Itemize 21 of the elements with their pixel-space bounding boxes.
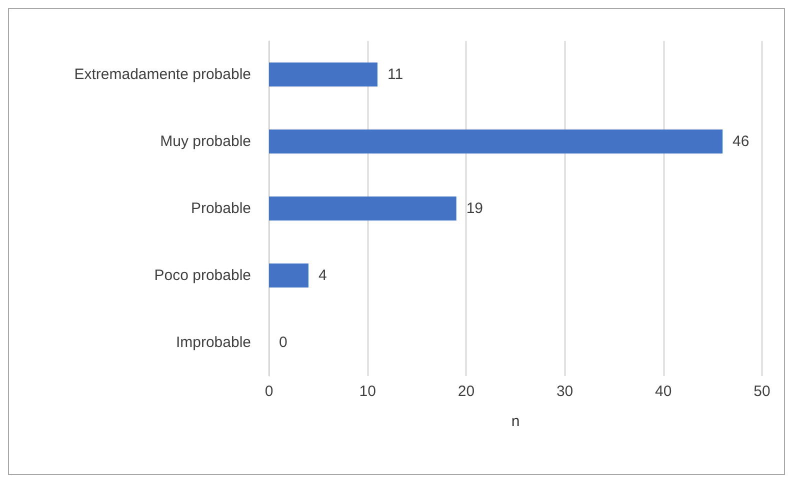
- y-tick-label: Muy probable: [160, 133, 251, 150]
- x-tick-label: 50: [754, 383, 770, 400]
- x-tick-label: 0: [264, 383, 274, 400]
- data-label: 11: [387, 66, 404, 83]
- x-axis-title: n: [511, 413, 520, 430]
- y-tick-label: Probable: [190, 200, 251, 217]
- bar: [269, 62, 378, 86]
- x-tick-label: 20: [458, 383, 475, 400]
- y-tick-label: Poco probable: [154, 267, 251, 284]
- data-label: 4: [318, 267, 327, 284]
- bar: [269, 264, 308, 288]
- data-label: 46: [732, 133, 750, 150]
- y-tick-label: Extremadamente probable: [74, 66, 251, 83]
- data-label: 19: [466, 200, 484, 217]
- x-tick-label: 40: [655, 383, 672, 400]
- x-tick-label: 30: [556, 383, 574, 400]
- x-tick-label: 10: [359, 383, 376, 400]
- data-label: 0: [279, 334, 288, 351]
- bar: [269, 130, 723, 154]
- bar: [269, 196, 456, 220]
- y-tick-label: Improbable: [176, 334, 251, 351]
